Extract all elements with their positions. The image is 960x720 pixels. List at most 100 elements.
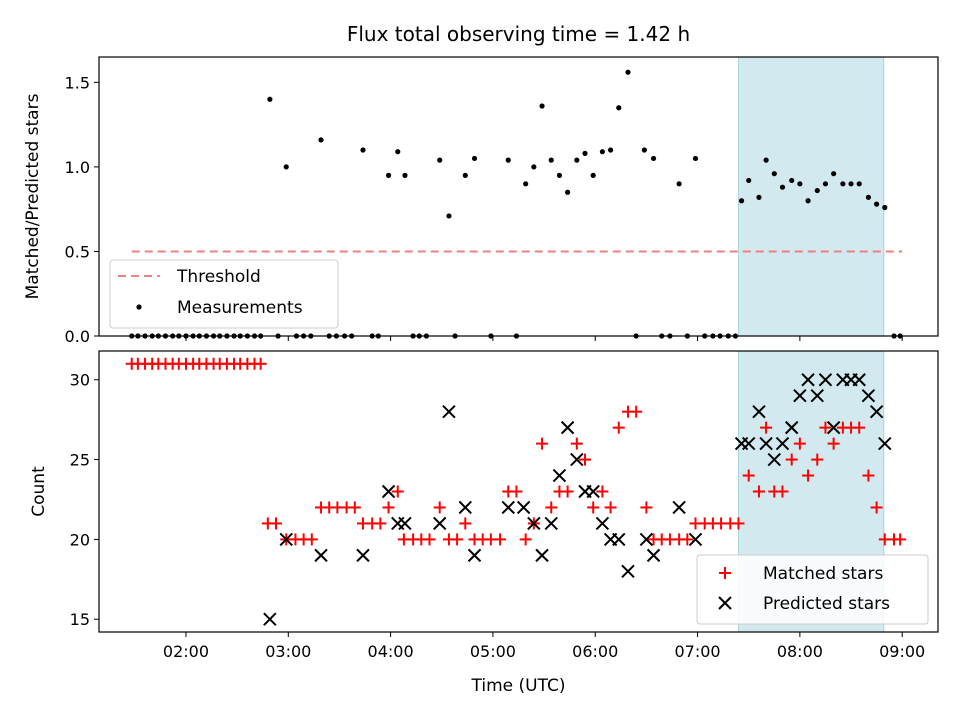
predicted-star-stroke-b xyxy=(433,516,447,531)
matched-star-point xyxy=(374,517,387,530)
measurement-point xyxy=(446,213,452,219)
predicted-star-point xyxy=(570,452,584,467)
bottom-x-tick-label: 02:00 xyxy=(163,642,209,661)
predicted-star-stroke-b xyxy=(621,564,635,579)
matched-star-point xyxy=(587,501,600,514)
bottom-axes-frame xyxy=(98,350,939,633)
bottom-y-axis-label: Count xyxy=(29,466,49,517)
matched-star-point xyxy=(894,533,907,546)
measurement-point xyxy=(848,181,854,187)
matched-star-point xyxy=(382,501,395,514)
top-x-ticks xyxy=(185,336,903,341)
predicted-star-point xyxy=(646,548,661,563)
bottom-x-tick-label: 06:00 xyxy=(572,642,618,661)
bottom-x-tick-label: 04:00 xyxy=(368,642,414,661)
measurement-point xyxy=(856,181,862,187)
matched-star-point xyxy=(604,501,617,514)
measurement-point xyxy=(676,181,682,187)
matched-star-point xyxy=(305,533,318,546)
matched-star-point xyxy=(640,501,653,514)
predicted-star-point xyxy=(595,516,610,531)
measurement-point xyxy=(831,171,837,177)
top-highlight-span xyxy=(737,56,885,337)
threshold-legend-label: Threshold xyxy=(176,267,261,287)
matched-star-point xyxy=(519,533,532,546)
measurement-point xyxy=(692,155,699,162)
measurement-point xyxy=(590,172,596,178)
top-y-tick-label: 1.5 xyxy=(65,73,90,92)
matched-star-point xyxy=(510,485,523,498)
measurement-point xyxy=(805,198,811,204)
measurement-point xyxy=(471,155,478,162)
predicted-star-stroke-b xyxy=(263,612,277,626)
bottom-x-tick-label: 03:00 xyxy=(265,642,311,661)
matched-star-point xyxy=(612,421,625,434)
predicted-star-stroke-b xyxy=(560,420,575,435)
matched-star-point xyxy=(819,421,832,434)
top-y-tick-label: 0.0 xyxy=(65,327,90,346)
measurement-point xyxy=(395,149,401,155)
matched-legend-marker xyxy=(719,567,731,579)
measurement-point xyxy=(763,157,769,163)
predicted-star-stroke-b xyxy=(852,373,866,387)
predicted-star-point xyxy=(767,452,781,467)
measurement-point xyxy=(607,147,614,153)
predicted-star-stroke-b xyxy=(527,516,541,531)
top-subplot: 0.0 0.5 1.0 1.5 Flux total observing time =… xyxy=(23,22,939,346)
measurement-point xyxy=(814,187,820,194)
predicted-star-stroke-b xyxy=(861,388,876,403)
top-y-ticks: 0.0 0.5 1.0 1.5 xyxy=(65,73,99,346)
predicted-star-point xyxy=(535,548,549,563)
predicted-star-stroke-b xyxy=(826,420,841,435)
matched-star-point xyxy=(752,485,765,498)
bottom-x-tick-label: 09:00 xyxy=(879,642,925,661)
predicted-star-point xyxy=(544,516,558,531)
measurement-point xyxy=(865,194,872,200)
predicted-star-stroke-b xyxy=(752,404,766,419)
top-y-tick-label: 0.5 xyxy=(65,242,90,261)
matched-star-point xyxy=(793,437,806,450)
matched-star-point xyxy=(596,485,609,498)
matched-stars-points xyxy=(125,357,907,546)
top-legend-box xyxy=(109,259,339,329)
predicted-star-point xyxy=(279,532,293,547)
predicted-star-stroke-b xyxy=(869,404,884,419)
matched-star-point xyxy=(742,469,755,482)
predicted-star-stroke-b xyxy=(552,468,567,483)
matched-star-point xyxy=(579,453,592,466)
measurement-point xyxy=(565,189,571,195)
predicted-star-point xyxy=(552,468,567,483)
predicted-star-point xyxy=(621,564,635,579)
predicted-star-point xyxy=(516,500,531,515)
predicted-star-stroke-b xyxy=(639,532,654,547)
predicted-star-stroke-b xyxy=(672,500,686,515)
measurement-point xyxy=(756,194,762,200)
predicted-star-point xyxy=(442,404,456,419)
measurement-point xyxy=(360,147,366,153)
bottom-legend: Matched stars Predicted stars xyxy=(696,554,929,625)
matched-star-point xyxy=(348,501,361,514)
x-axis-label: Time (UTC) xyxy=(471,676,566,696)
predicted-star-stroke-b xyxy=(767,452,781,467)
predicted-star-stroke-b xyxy=(612,532,626,547)
measurement-point xyxy=(616,105,622,111)
predicted-star-point xyxy=(586,484,600,499)
measurement-point xyxy=(599,149,606,155)
predicted-star-point xyxy=(852,373,866,387)
predicted-star-stroke-b xyxy=(516,500,531,515)
matched-star-point xyxy=(451,533,464,546)
predicted-star-stroke-b xyxy=(501,500,515,515)
predicted-star-point xyxy=(818,373,833,387)
bottom-y-ticks: 15 20 25 30 xyxy=(70,371,99,629)
measurement-point xyxy=(505,157,511,163)
predicted-star-point xyxy=(810,388,824,403)
measurement-point xyxy=(789,177,795,184)
matched-star-point xyxy=(732,517,745,530)
predicted-star-stroke-b xyxy=(775,436,790,451)
measurement-point xyxy=(385,172,392,178)
predicted-star-stroke-b xyxy=(381,484,396,499)
measurement-point xyxy=(402,172,408,178)
predicted-star-point xyxy=(639,532,654,547)
predicted-star-stroke-b xyxy=(878,436,892,451)
bottom-y-tick-label: 15 xyxy=(70,610,90,629)
